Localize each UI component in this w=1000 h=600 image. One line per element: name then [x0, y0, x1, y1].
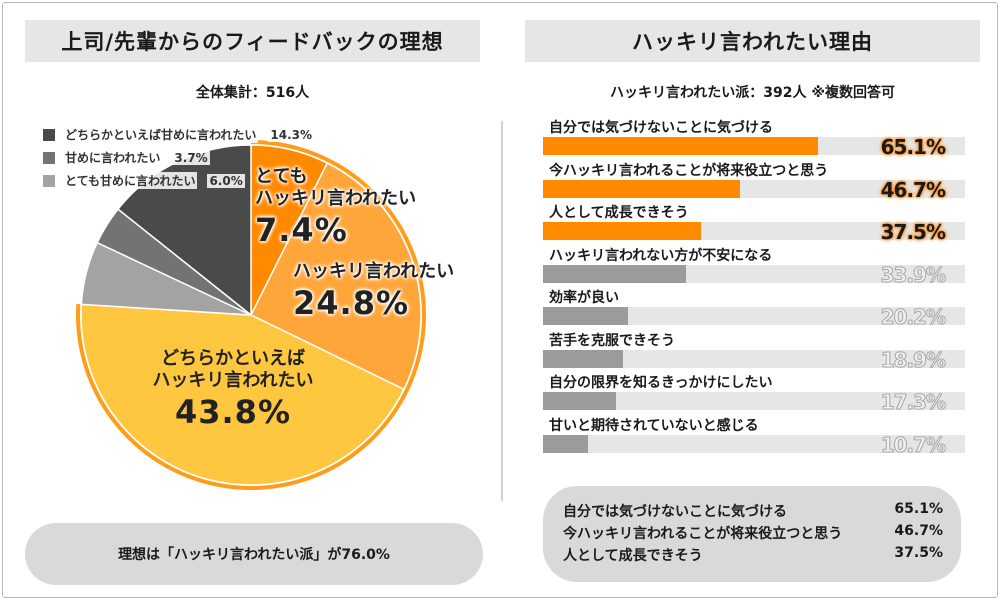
pie-slice-value: 7.4%	[255, 211, 348, 249]
bar-row: 自分の限界を知るきっかけにしたい 17.3%	[543, 372, 965, 415]
legend-label: どちらかといえば甘めに言われたい	[63, 126, 259, 143]
bar-value: 33.9%	[880, 262, 946, 287]
bar-value: 17.3%	[880, 390, 946, 415]
bar-track	[543, 434, 965, 453]
summary-row-value: 37.5%	[894, 545, 943, 561]
bar-row: 今ハッキリ言われることが将来役立つと思う 46.7%	[543, 160, 965, 202]
summary-row: 人として成長できそう 37.5%	[563, 545, 943, 565]
bar-fill	[543, 137, 818, 155]
legend-swatch	[43, 151, 55, 164]
pie-slice-somewhat-direct	[80, 303, 405, 486]
bar-fill	[543, 222, 702, 240]
bar-label: 自分の限界を知るきっかけにしたい	[549, 375, 773, 391]
summary-row: 今ハッキリ言われることが将来役立つと思う 46.7%	[563, 523, 943, 543]
bar-row: ハッキリ言われない方が不安になる 33.9%	[543, 245, 965, 287]
bar-label: 効率が良い	[549, 290, 619, 306]
bar-label: ハッキリ言われない方が不安になる	[549, 247, 773, 264]
bar-row: 自分では気づけないことに気づける 65.1%	[543, 117, 965, 159]
pie-slice-value: 43.8%	[174, 393, 291, 431]
pie-slice-label-text: ハッキリ言われたい	[152, 370, 314, 391]
legend-item: 甘めに言われたい 3.7%	[43, 146, 314, 169]
pie-chart	[75, 140, 426, 490]
bar-track	[543, 179, 965, 198]
legend-value: 3.7%	[172, 150, 210, 165]
bar-summary-box: 自分では気づけないことに気づける 65.1% 今ハッキリ言われることが将来役立つ…	[543, 486, 961, 582]
summary-row: 自分では気づけないことに気づける 65.1%	[563, 501, 943, 521]
bar-track	[543, 264, 965, 283]
bar-fill	[543, 307, 629, 325]
bar-row: 苦手を克服できそう 18.9%	[543, 330, 965, 372]
panel-divider	[501, 121, 503, 501]
bar-fill	[543, 179, 741, 198]
bar-track	[543, 307, 965, 325]
pie-chart-title: 上司/先輩からのフィードバックの理想	[25, 20, 480, 62]
pie-slice-value: 24.8%	[293, 284, 410, 322]
bar-track	[543, 137, 965, 155]
legend-label: とても甘めに言われたい	[63, 172, 198, 189]
legend-item: とても甘めに言われたい 6.0%	[43, 169, 314, 192]
bar-row: 人として成長できそう 37.5%	[543, 202, 965, 244]
bar-value: 20.2%	[880, 305, 946, 330]
bar-fill	[543, 434, 589, 453]
bar-row: 甘いと期待されていないと感じる 10.7%	[543, 415, 965, 457]
bar-value: 10.7%	[880, 432, 946, 457]
bar-label: 今ハッキリ言われることが将来役立つと思う	[549, 162, 829, 179]
bar-label: 苦手を克服できそう	[549, 332, 675, 349]
legend-swatch	[43, 128, 55, 141]
bar-track	[543, 222, 965, 240]
bar-label: 自分では気づけないことに気づける	[549, 120, 773, 136]
bar-track	[543, 349, 965, 368]
bar-value: 18.9%	[880, 347, 946, 372]
bar-label: 人として成長できそう	[549, 205, 689, 221]
summary-row-label: 人として成長できそう	[563, 548, 703, 564]
legend-label: 甘めに言われたい	[63, 149, 163, 166]
pie-slice-label: とても ハッキリ言われたい 7.4%	[255, 166, 416, 250]
bar-fill	[543, 349, 623, 368]
summary-row-label: 自分では気づけないことに気づける	[563, 504, 787, 520]
bar-fill	[543, 392, 616, 410]
bar-row: 効率が良い 20.2%	[543, 287, 965, 330]
pie-slice-label-text: どちらかといえば	[161, 348, 305, 369]
pie-chart-subtitle: 全体集計：516人	[195, 85, 310, 101]
bar-chart-subtitle: ハッキリ言われたい派：392人 ※複数回答可	[609, 85, 895, 101]
legend-item: どちらかといえば甘めに言われたい 14.3%	[43, 123, 315, 146]
pie-summary-box: 理想は「ハッキリ言われたい派」が76.0%	[25, 523, 483, 585]
summary-row-value: 46.7%	[894, 523, 943, 539]
pie-legend: どちらかといえば甘めに言われたい 14.3% 甘めに言われたい 3.7% とても甘めに言…	[43, 123, 315, 192]
pie-slice-label-text: ハッキリ言われたい	[255, 188, 417, 209]
pie-slice-label-text: とても	[255, 166, 308, 187]
bar-value: 37.5%	[880, 220, 946, 244]
bar-value: 46.7%	[880, 177, 946, 202]
pie-slice-label: どちらかといえば ハッキリ言われたい 43.8%	[133, 348, 333, 432]
pie-slice-direct	[249, 162, 422, 391]
legend-value: 6.0%	[207, 173, 245, 188]
pie-highlight-outline	[75, 140, 426, 490]
legend-swatch	[43, 174, 55, 187]
pie-slice-label-text: ハッキリ言われたい	[293, 261, 455, 282]
bar-value: 65.1%	[880, 135, 946, 159]
summary-row-label: 今ハッキリ言われることが将来役立つと思う	[563, 526, 843, 542]
bar-label: 甘いと期待されていないと感じる	[549, 417, 759, 434]
bar-chart-title: ハッキリ言われたい理由	[525, 20, 980, 62]
legend-value: 14.3%	[268, 127, 315, 142]
pie-slice-label: ハッキリ言われたい 24.8%	[293, 261, 454, 323]
bar-fill	[543, 264, 687, 283]
bar-track	[543, 392, 965, 410]
summary-row-value: 65.1%	[894, 501, 943, 517]
